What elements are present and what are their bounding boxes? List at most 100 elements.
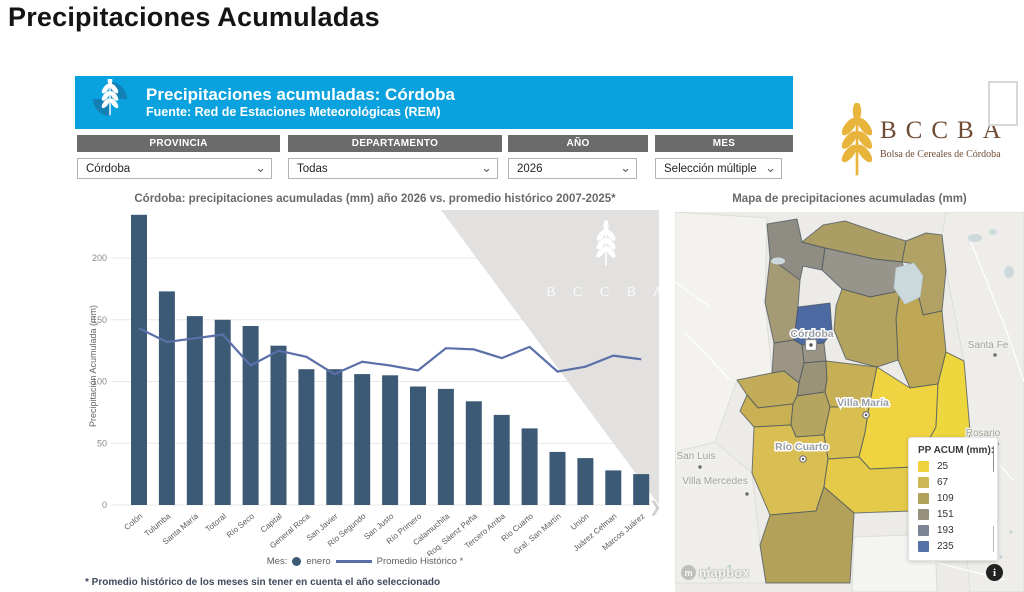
chart-bar[interactable]: [214, 319, 231, 505]
info-icon[interactable]: i: [986, 564, 1003, 581]
precipitation-choropleth-map: Córdoba Villa María Río Cuarto San Luis Vill…: [675, 212, 1024, 592]
chart-bar[interactable]: [577, 458, 594, 505]
mapbox-wordmark: mapbox: [699, 565, 750, 580]
report-title: Precipitaciones acumuladas: Córdoba: [146, 85, 455, 105]
map-region[interactable]: [790, 391, 831, 438]
city-marker: [745, 492, 749, 496]
collapsed-pane-button[interactable]: [988, 81, 1018, 126]
map-region[interactable]: [759, 486, 855, 584]
chart-bar[interactable]: [549, 451, 566, 505]
chart-bar[interactable]: [410, 386, 426, 506]
legend-line-label[interactable]: Promedio Histórico *: [376, 556, 464, 567]
legend-value: 109: [937, 493, 954, 504]
legend-color-swatch: [918, 477, 929, 488]
filter-header-provincia: PROVINCIA: [77, 135, 280, 152]
chart-legend: Mes: enero Promedio Histórico *: [85, 556, 645, 567]
filter-header-ano: AÑO: [508, 135, 648, 152]
provincia-dropdown[interactable]: Córdoba ⌄: [77, 158, 272, 179]
bccba-logo: BCCBA Bolsa de Cereales de Córdoba: [840, 103, 1010, 177]
mes-value: Selección múltiple: [664, 162, 757, 175]
wheat-icon: [841, 103, 873, 176]
x-axis-label: Totoral: [204, 511, 228, 533]
city-label: Santa Fe: [968, 340, 1009, 351]
legend-series-label[interactable]: enero: [306, 556, 331, 567]
departamento-dropdown[interactable]: Todas ⌄: [288, 158, 498, 179]
map-legend-title: PP ACUM (mm):: [918, 445, 995, 456]
map-legend-item: 109: [918, 493, 997, 504]
city-label: Villa María: [837, 397, 889, 409]
legend-color-swatch: [918, 493, 929, 504]
chart-bar[interactable]: [605, 470, 622, 505]
chevron-down-icon[interactable]: ⌄: [620, 160, 631, 175]
provincia-value: Córdoba: [86, 162, 131, 175]
city-marker: [993, 353, 997, 357]
map-legend-item: 151: [918, 509, 997, 520]
city-label: Villa Mercedes: [682, 476, 747, 487]
legend-value: 235: [937, 541, 954, 552]
chevron-down-icon[interactable]: ⌄: [481, 160, 492, 175]
bccba-acronym: BCCBA: [880, 117, 1010, 144]
chart-bar[interactable]: [131, 214, 147, 506]
chart-scroll-right-icon[interactable]: ❯: [649, 499, 662, 516]
bccba-watermark: [441, 210, 659, 505]
chart-bar[interactable]: [270, 345, 287, 505]
ano-value: 2026: [517, 162, 543, 175]
ano-dropdown[interactable]: 2026 ⌄: [508, 158, 637, 179]
x-axis-label: Colón: [122, 512, 144, 532]
svg-text:150: 150: [92, 315, 107, 325]
legend-color-swatch: [918, 525, 929, 536]
mapbox-icon: m: [681, 565, 696, 580]
legend-value: 25: [937, 461, 949, 472]
chart-title: Córdoba: precipitaciones acumuladas (mm)…: [134, 193, 616, 205]
svg-text:0: 0: [102, 500, 107, 510]
legend-color-swatch: [918, 509, 929, 520]
chart-bar[interactable]: [354, 374, 371, 505]
legend-scrollbar-track: [992, 526, 994, 552]
x-axis-label: Capital: [259, 511, 284, 534]
chevron-down-icon[interactable]: ⌄: [255, 160, 266, 175]
line-series-icon[interactable]: [335, 560, 372, 563]
bar-series-icon[interactable]: [292, 557, 302, 566]
map-legend-item: 67: [918, 477, 997, 488]
legend-color-swatch: [918, 461, 929, 472]
legend-scrollbar[interactable]: [992, 446, 994, 472]
map-legend-item: 235: [918, 541, 997, 552]
mapbox-attribution[interactable]: m mapbox: [681, 565, 750, 580]
chart-bar[interactable]: [326, 369, 343, 505]
legend-value: 151: [937, 509, 954, 520]
legend-value: 193: [937, 525, 954, 536]
rem-logo-icon: [88, 75, 132, 126]
departamento-value: Todas: [297, 162, 328, 175]
page-title: Precipitaciones Acumuladas: [8, 2, 380, 32]
city-label: San Luis: [677, 451, 716, 462]
x-axis-label: Unión: [569, 512, 591, 532]
chart-bar[interactable]: [382, 375, 399, 505]
map-title: Mapa de precipitaciones acumuladas (mm): [732, 193, 967, 205]
chart-bar[interactable]: [465, 401, 482, 505]
legend-color-swatch: [918, 541, 929, 552]
chart-bar[interactable]: [298, 369, 315, 505]
historic-average-line[interactable]: [138, 327, 642, 376]
bccba-name: Bolsa de Cereales de Córdoba: [880, 149, 1001, 160]
report-source: Fuente: Red de Estaciones Meteorológicas…: [146, 105, 441, 120]
chevron-down-icon[interactable]: ⌄: [765, 160, 776, 175]
city-label: Río Cuarto: [775, 441, 829, 453]
chart-bar[interactable]: [242, 326, 259, 505]
chart-footnote: * Promedio histórico de los meses sin te…: [85, 577, 441, 588]
legend-prefix: Mes:: [266, 556, 288, 567]
chart-bar[interactable]: [186, 316, 203, 505]
x-axis-label: Río Seco: [225, 511, 256, 539]
chart-bar[interactable]: [437, 388, 454, 505]
map-legend-item: 193: [918, 525, 997, 536]
chart-bar[interactable]: [633, 474, 650, 505]
chart-bar[interactable]: [493, 414, 510, 505]
map-region[interactable]: [833, 288, 901, 368]
chart-bar[interactable]: [521, 428, 538, 505]
chart-bar[interactable]: [158, 291, 175, 505]
map-legend: PP ACUM (mm): 25 67 109 151 193 235: [908, 437, 998, 561]
mes-dropdown[interactable]: Selección múltiple ⌄: [655, 158, 782, 179]
filter-header-mes: MES: [655, 135, 793, 152]
legend-value: 67: [937, 477, 949, 488]
